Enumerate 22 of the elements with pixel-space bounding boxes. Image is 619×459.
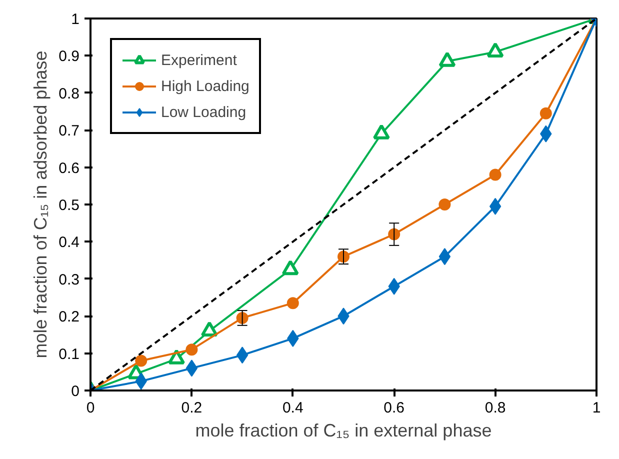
y-tick-label: 0.3: [58, 271, 80, 288]
x-tick-label: 0.4: [282, 400, 304, 416]
x-axis-title: mole fraction of C₁₅ in external phase: [195, 420, 492, 440]
y-tick-label: 0: [71, 383, 80, 400]
x-tick-label: 0.2: [181, 400, 202, 416]
y-tick-label: 0.1: [58, 346, 80, 363]
y-tick-label: 0.5: [58, 197, 80, 214]
x-tick-label: 0: [86, 400, 95, 416]
x-tick-label: 0.6: [384, 400, 405, 416]
y-tick-label: 0.7: [58, 122, 80, 140]
x-tick-label: 0.8: [484, 400, 506, 416]
y-axis-title: mole fraction of C₁₅ in adsorbed phase: [30, 50, 51, 358]
y-tick-label: 1: [71, 11, 80, 28]
y-tick-label: 0.2: [58, 308, 80, 326]
legend-label: Experiment: [161, 52, 237, 68]
y-tick-label: 0.4: [58, 234, 80, 252]
y-tick-label: 0.9: [58, 48, 80, 66]
legend-label: High Loading: [161, 78, 250, 94]
y-tick-label: 0.8: [58, 85, 80, 102]
legend-label: Low Loading: [161, 104, 246, 120]
y-tick-label: 0.6: [58, 160, 80, 177]
x-tick-label: 1: [592, 400, 601, 416]
